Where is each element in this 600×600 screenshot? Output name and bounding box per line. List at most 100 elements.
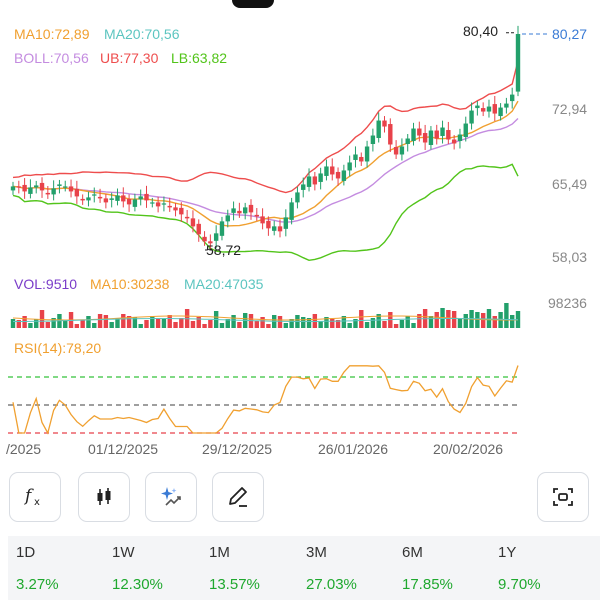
candle — [480, 102, 486, 117]
x-tick-label: 01/12/2025 — [88, 441, 159, 457]
volume-bar — [335, 320, 341, 328]
candlestick-button[interactable] — [78, 472, 130, 522]
screenshot-button[interactable] — [537, 472, 589, 522]
candle — [213, 225, 219, 249]
volume-bar — [254, 321, 259, 328]
candle-body — [289, 202, 294, 220]
candle-body — [359, 156, 364, 162]
candle-body — [469, 110, 474, 124]
candle — [144, 185, 149, 208]
candle-body — [28, 187, 33, 194]
candle — [161, 196, 167, 212]
candle-body — [184, 216, 190, 219]
candle-body — [457, 134, 463, 142]
candle-body — [109, 198, 114, 200]
volume-bar — [97, 314, 103, 328]
candle — [260, 208, 265, 230]
candle — [196, 219, 201, 242]
ma20-label: MA20:70,56 — [104, 26, 180, 42]
boll-label: BOLL:70,56 — [14, 50, 89, 66]
volume-bar — [51, 318, 56, 328]
candle — [51, 180, 56, 201]
rsi-line — [12, 365, 519, 435]
candle-body — [446, 130, 451, 140]
candle-body — [283, 217, 289, 229]
screenshot-icon — [553, 488, 573, 506]
volume-bar — [434, 312, 439, 328]
volume-bar — [22, 316, 27, 328]
candle-body — [324, 166, 329, 176]
candle-body — [393, 146, 399, 155]
performance-value: 27.03% — [306, 576, 357, 593]
volume-bar — [208, 320, 213, 328]
price-tick-label: 65,49 — [552, 176, 588, 192]
candle-body — [376, 120, 381, 139]
candle — [463, 116, 468, 142]
candle-body — [411, 128, 416, 142]
candlestick-icon — [97, 488, 111, 505]
volume-bar — [34, 319, 39, 328]
candle — [504, 97, 509, 114]
candle-body — [492, 104, 497, 114]
x-tick-label: 26/01/2026 — [318, 441, 389, 457]
candle-body — [475, 105, 480, 109]
candle — [399, 138, 405, 161]
candle — [475, 101, 480, 116]
candle — [39, 177, 45, 198]
performance-value: 12.30% — [112, 576, 163, 593]
bollinger-lower-line — [12, 163, 519, 262]
candle-body — [254, 214, 259, 217]
candle-body — [260, 216, 265, 224]
candle — [486, 99, 492, 118]
lb-label: LB:63,82 — [171, 50, 228, 66]
candle-body — [22, 184, 27, 192]
volume-bar — [475, 312, 480, 328]
volume-bar — [492, 316, 497, 328]
stock-chart[interactable] — [0, 0, 600, 470]
volume-bar — [347, 323, 352, 328]
candle-body — [364, 146, 370, 162]
candle — [272, 220, 277, 236]
candle — [364, 140, 370, 168]
ai-sparkle-icon — [161, 487, 181, 506]
volume-bar — [10, 319, 16, 328]
volume-bar — [16, 320, 22, 328]
candle — [219, 216, 225, 241]
candle — [103, 193, 109, 209]
candle — [231, 201, 236, 221]
candle-body — [74, 188, 80, 197]
candle-body — [318, 173, 323, 182]
volume-bar — [451, 311, 457, 328]
volume-bar — [376, 314, 381, 328]
volume-bar — [364, 322, 370, 328]
candle-body — [213, 233, 219, 241]
candle-body — [68, 186, 74, 192]
volume-bar — [190, 321, 196, 328]
draw-button[interactable] — [212, 472, 264, 522]
volume-bar — [138, 324, 143, 328]
candle — [422, 124, 428, 150]
candle — [45, 186, 51, 199]
volume-bar — [382, 321, 387, 328]
volume-bar — [231, 315, 236, 328]
candle — [295, 186, 300, 209]
volume-bar — [45, 322, 51, 328]
candle-body — [486, 106, 492, 112]
candle-body — [353, 154, 358, 160]
candle-body — [440, 127, 445, 137]
volume-bar — [370, 318, 376, 328]
candle — [208, 234, 213, 250]
status-bar-notch — [232, 0, 274, 8]
volume-bar — [306, 318, 312, 328]
candle-body — [196, 223, 201, 235]
ai-analysis-button[interactable] — [145, 472, 197, 522]
candle-body — [509, 94, 515, 102]
candle-body — [39, 182, 45, 191]
formula-button[interactable]: f x — [9, 472, 61, 522]
candle — [330, 158, 335, 181]
candle-body — [382, 120, 387, 127]
candle — [34, 180, 39, 194]
candle-body — [451, 139, 457, 144]
candle-body — [121, 195, 126, 202]
volume-bar — [237, 322, 242, 328]
